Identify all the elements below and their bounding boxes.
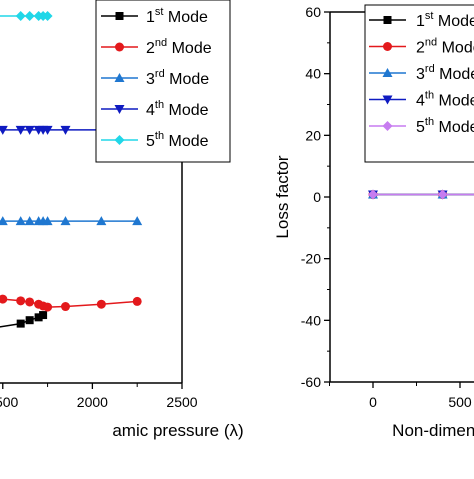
right-legend-label-4: 4th Mode [416, 90, 474, 110]
right-series-5-point [368, 189, 378, 200]
left-legend-swatch-marker-4 [114, 105, 125, 114]
right-series-5-point [437, 189, 448, 200]
left-series-4-point [60, 125, 71, 135]
left-legend-swatch-marker-3 [114, 73, 125, 82]
left-series-2-point [96, 299, 106, 309]
left-series-4-point [24, 125, 35, 135]
right-chart-panel: -60 -40 -20 0 20 40 60 0 500 Loss factor Non-dim… [273, 4, 474, 440]
left-x-tick-label: 2500 [166, 394, 197, 410]
right-legend-label-5: 5th Mode [416, 116, 474, 136]
right-y-tick-label: -60 [301, 374, 321, 390]
left-series-3-point [60, 216, 71, 226]
right-legend-swatch-marker-5 [382, 121, 393, 131]
left-series-2-point [0, 294, 8, 304]
left-series-1-point [39, 311, 48, 320]
right-legend-label-2: 2nd Mode [416, 37, 474, 57]
right-legend-label-3: 3rd Mode [416, 63, 474, 83]
left-series-2-point [132, 296, 142, 306]
left-series-1-point [25, 316, 34, 325]
right-legend-box [364, 4, 474, 163]
right-legend-swatch-marker-4 [382, 95, 393, 105]
right-y-tick-label: 0 [313, 189, 321, 205]
left-x-tick-label: 1500 [0, 394, 19, 410]
right-legend-swatch-marker-1 [383, 16, 392, 24]
right-y-tick-label: -20 [301, 251, 321, 267]
left-series-2-point [16, 296, 26, 306]
left-series-2-point [25, 297, 35, 307]
left-legend-swatch-marker-5 [114, 135, 125, 145]
left-series-5-point [15, 11, 26, 21]
left-legend-swatch-marker-1 [115, 12, 124, 20]
left-series-3-point [42, 216, 53, 226]
left-series-4-point [42, 125, 53, 135]
left-x-axis-title: amic pressure (λ) [112, 421, 243, 440]
left-series-5-point [24, 11, 35, 21]
left-legend-swatch-marker-2 [115, 42, 124, 52]
right-y-tick-label: 40 [305, 66, 321, 82]
left-chart-panel: 1500 2000 2500 amic pressure (λ) 1st Mode2… [0, 0, 244, 440]
right-plot-series [368, 189, 474, 200]
left-series-2-point [61, 302, 70, 312]
left-series-3-point [132, 216, 143, 226]
right-x-tick-label: 0 [369, 394, 377, 410]
right-y-tick-label: -40 [301, 312, 321, 328]
right-x-tick-label: 500 [448, 394, 472, 410]
right-x-axis-title: Non-dimens [392, 421, 474, 440]
left-series-1-point [34, 313, 43, 322]
left-series-3-point [24, 216, 35, 226]
right-y-axis-title: Loss factor [273, 155, 292, 238]
right-legend-swatch-marker-3 [382, 68, 393, 77]
right-y-tick-label: 20 [305, 127, 321, 143]
right-legend-swatch-marker-2 [383, 42, 392, 51]
left-series-3-point [0, 216, 8, 226]
right-legend-label-1: 1st Mode [416, 10, 474, 30]
left-series-1-point [16, 319, 25, 328]
left-series-4-point [15, 125, 26, 135]
left-series-4-point [0, 125, 8, 135]
left-series-3-point [15, 216, 26, 226]
left-x-tick-label: 2000 [77, 394, 108, 410]
right-y-tick-label: 60 [305, 4, 321, 20]
left-series-3-point [96, 216, 107, 226]
left-series-5-point [42, 11, 53, 21]
right-legend: 1st Mode 2nd Mode 3rd Mode 4th Mode 5th Mode [364, 4, 474, 163]
left-series-2-point [43, 302, 53, 312]
